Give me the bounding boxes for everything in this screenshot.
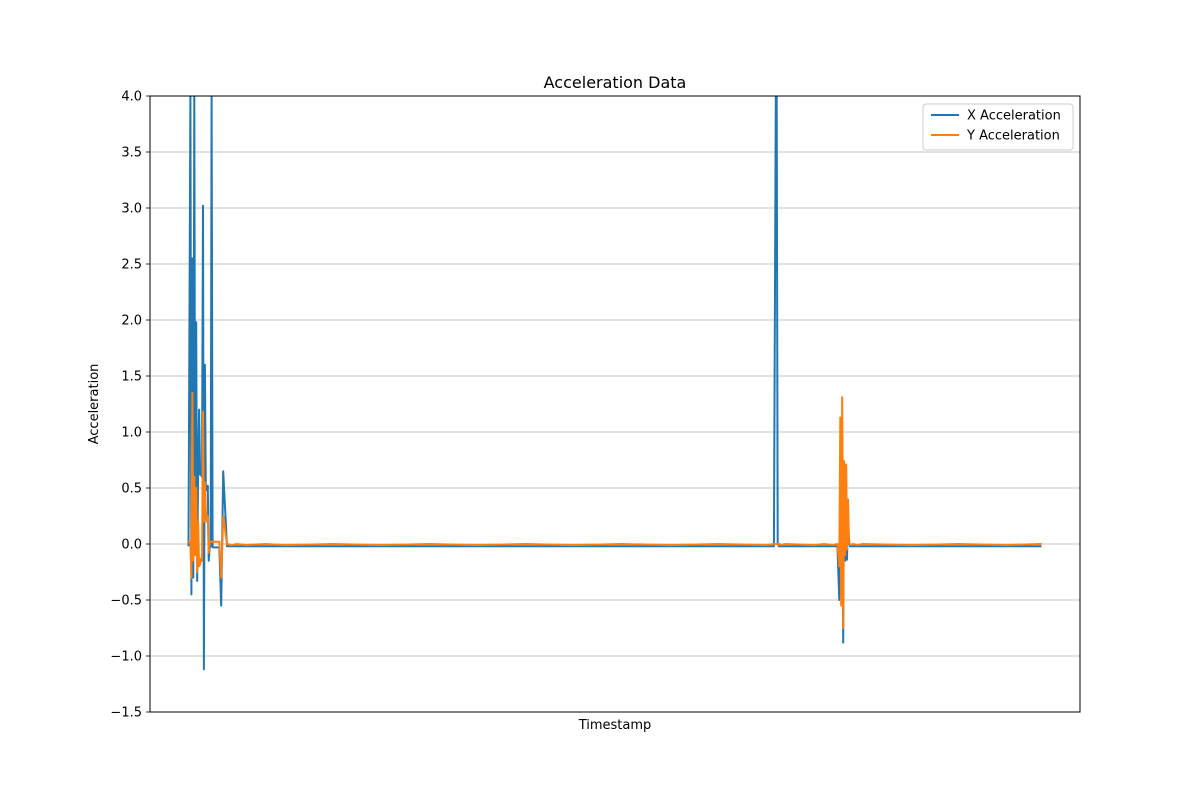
- legend-label-x-acceleration: X Acceleration: [967, 109, 1061, 124]
- axes-frame: [149, 95, 1081, 713]
- y-tick-label: 3.0: [121, 202, 142, 217]
- plot-area: [187, 96, 1042, 671]
- y-tick-label: 0.5: [121, 482, 142, 497]
- y-tick-label: 1.5: [121, 370, 142, 385]
- legend-box: [922, 103, 1074, 151]
- chart-title: Acceleration Data: [544, 73, 687, 92]
- y-axis-label: Acceleration: [87, 364, 102, 445]
- y-tick-label: 2.0: [121, 314, 142, 329]
- y-tick-label: 2.5: [121, 258, 142, 273]
- x-axis-label: Timestamp: [578, 718, 652, 733]
- y-tick-label: 4.0: [121, 90, 142, 105]
- y-tick-label: 1.0: [121, 426, 142, 441]
- series-line-y-acceleration: [187, 391, 1042, 629]
- y-tick-label: −1.0: [110, 650, 142, 665]
- legend-label-y-acceleration: Y Acceleration: [966, 129, 1060, 144]
- y-tick-label: −0.5: [110, 594, 142, 609]
- y-tick-label: −1.5: [110, 706, 142, 721]
- legend: X Acceleration Y Acceleration: [922, 103, 1074, 151]
- y-axis: −1.5 −1.0 −0.5 0.0 0.5 1.0 1.5 2.0 2.5 3.0 3.5 4.0: [110, 90, 150, 721]
- grid-lines: [150, 95, 1080, 713]
- y-tick-label: 0.0: [121, 538, 142, 553]
- y-tick-label: 3.5: [121, 146, 142, 161]
